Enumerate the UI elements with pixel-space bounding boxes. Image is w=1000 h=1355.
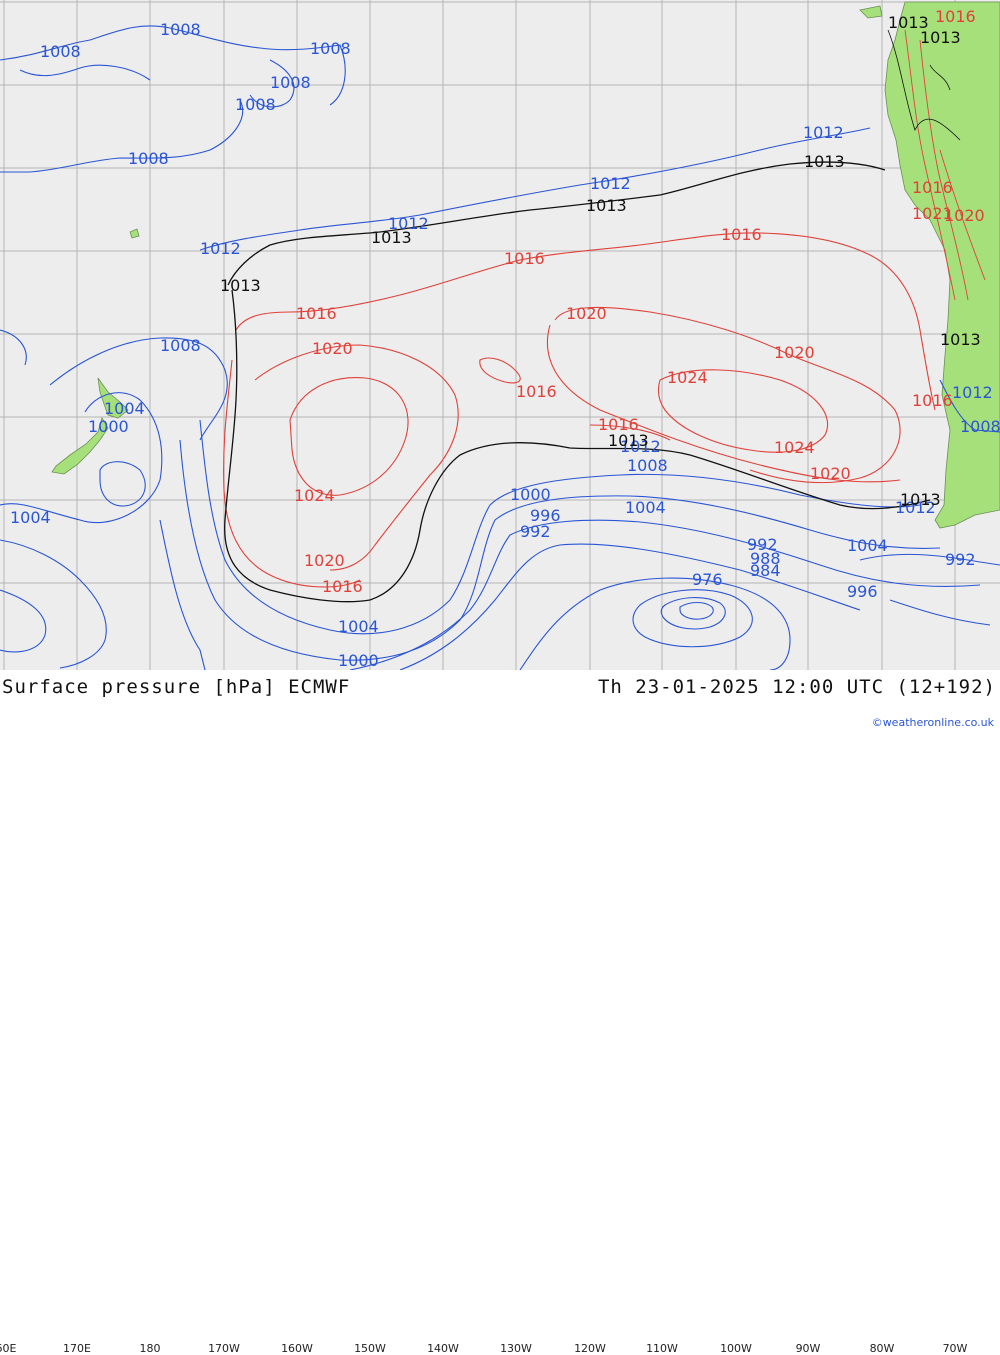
island-small — [129, 228, 140, 239]
isobar-label: 1004 — [625, 498, 666, 517]
isobar-label: 1013 — [608, 431, 649, 450]
isobar-label: 1013 — [900, 490, 941, 509]
isobar-label: 1020 — [810, 464, 851, 483]
isobar-labels-red: 1016 1020 1024 1020 1016 1016 1016 1020 … — [294, 7, 985, 596]
lon-tick: 140W — [427, 1342, 459, 1355]
isobar-label: 988 — [750, 549, 781, 568]
land — [51, 1, 1000, 529]
isobar-label: 1000 — [88, 417, 129, 436]
isobar-label: 1000 — [510, 485, 551, 504]
land-outlines — [887, 29, 961, 141]
isobar-label: 1008 — [310, 39, 351, 58]
isobar-label: 1020 — [774, 343, 815, 362]
isobar-label: 1004 — [847, 536, 888, 555]
isobar-label: 1012 — [952, 383, 993, 402]
isobar-label: 1008 — [270, 73, 311, 92]
isobar-label: 1008 — [40, 42, 81, 61]
lon-tick: 180 — [139, 1342, 161, 1355]
isobar-label: 1012 — [388, 214, 429, 233]
standard-isobar — [224, 161, 931, 603]
lon-tick: 100W — [720, 1342, 752, 1355]
isobar-label: 996 — [530, 506, 561, 525]
isobar-label: 1000 — [338, 651, 379, 670]
isobar-label: 1004 — [338, 617, 379, 636]
isobar-label: 1020 — [566, 304, 607, 323]
island-coast — [859, 5, 883, 19]
isobar-label: 984 — [750, 561, 781, 580]
high-isobars — [223, 232, 936, 588]
isobar-label: 1013 — [940, 330, 981, 349]
lon-tick: 70W — [942, 1342, 968, 1355]
lon-tick: 160W — [281, 1342, 313, 1355]
isobar-label: 1024 — [774, 438, 815, 457]
andes-relief — [904, 29, 986, 301]
isobar-label: 1016 — [721, 225, 762, 244]
isobar-label: 1013 — [586, 196, 627, 215]
low-isobars — [0, 25, 1000, 670]
isobar-label: 1016 — [322, 577, 363, 596]
isobar-label: 1012 — [590, 174, 631, 193]
graticule — [0, 0, 1000, 670]
lon-tick: 120W — [574, 1342, 606, 1355]
isobar-label: 1008 — [160, 20, 201, 39]
isobar-label: 1012 — [803, 123, 844, 142]
isobar-labels-black: 1013 1013 1013 1013 1013 1013 1013 1013 … — [220, 13, 981, 509]
isobar-label: 1004 — [10, 508, 51, 527]
lon-tick: 110W — [646, 1342, 678, 1355]
isobar-label: 1013 — [371, 228, 412, 247]
lon-tick: 80W — [869, 1342, 895, 1355]
pressure-map: 1008 1008 1008 1008 1008 1008 1012 1012 … — [0, 0, 1000, 670]
map-canvas: 1008 1008 1008 1008 1008 1008 1012 1012 … — [0, 0, 1000, 670]
isobar-label: 1020 — [312, 339, 353, 358]
lon-tick: 130W — [500, 1342, 532, 1355]
isobar-label: 1016 — [504, 249, 545, 268]
map-title: Surface pressure [hPa] ECMWF — [2, 676, 351, 698]
isobar-labels-blue: 1008 1008 1008 1008 1008 1008 1012 1012 … — [10, 20, 1000, 670]
isobar-label: 1012 — [200, 239, 241, 258]
isobar-label: 1024 — [294, 486, 335, 505]
isobar-label: 1024 — [667, 368, 708, 387]
lon-tick: 170E — [63, 1342, 91, 1355]
isobar-label: 1004 — [104, 399, 145, 418]
new-zealand-south — [51, 417, 109, 475]
isobar-label: 996 — [847, 582, 878, 601]
isobar-label: 1012 — [895, 498, 936, 517]
isobar-label: 1008 — [160, 336, 201, 355]
south-america — [884, 1, 1000, 529]
isobar-label: 1008 — [235, 95, 276, 114]
lon-tick: 90W — [795, 1342, 821, 1355]
isobar-label: 1013 — [920, 28, 961, 47]
isobar-label: 1008 — [960, 417, 1000, 436]
isobar-label: 1021 — [912, 204, 953, 223]
isobar-label: 976 — [692, 570, 723, 589]
isobar-label: 1016 — [296, 304, 337, 323]
isobar-label: 1012 — [620, 437, 661, 456]
credit-link[interactable]: ©weatheronline.co.uk — [871, 716, 994, 729]
isobar-label: 1016 — [912, 391, 953, 410]
lon-tick: 60E — [0, 1342, 17, 1355]
isobar-label: 1016 — [912, 178, 953, 197]
lon-tick: 150W — [354, 1342, 386, 1355]
isobar-label: 1008 — [627, 456, 668, 475]
isobar-label: 1013 — [804, 152, 845, 171]
isobar-label: 1020 — [944, 206, 985, 225]
isobar-label: 992 — [747, 535, 778, 554]
isobar-label: 992 — [520, 522, 551, 541]
isobar-label: 1013 — [888, 13, 929, 32]
valid-time: Th 23-01-2025 12:00 UTC (12+192) — [597, 676, 996, 698]
isobar-label: 992 — [945, 550, 976, 569]
isobar-label: 1016 — [935, 7, 976, 26]
new-zealand-north — [97, 377, 129, 419]
lon-tick: 170W — [208, 1342, 240, 1355]
isobar-label: 1008 — [128, 149, 169, 168]
isobar-label: 1016 — [516, 382, 557, 401]
isobar-label: 1016 — [598, 415, 639, 434]
isobar-label: 1020 — [304, 551, 345, 570]
isobar-label: 1013 — [220, 276, 261, 295]
